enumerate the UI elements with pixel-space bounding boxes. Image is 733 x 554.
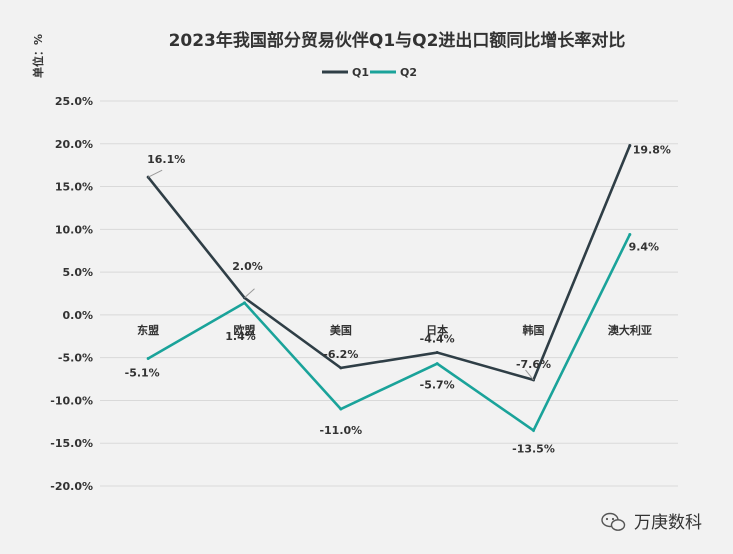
data-label: 16.1%: [147, 153, 185, 166]
x-category-label: 欧盟: [234, 323, 256, 337]
y-tick-label: 5.0%: [62, 266, 93, 279]
data-label: -5.1%: [125, 367, 160, 380]
label-leader-line: [525, 369, 534, 381]
label-leader-line: [147, 169, 163, 178]
data-labels: 16.1% 2.0% -6.2% -4.4% -7.6% 19.8% -5.1% 1.4% -1…: [125, 143, 671, 455]
x-category-label: 东盟: [137, 323, 159, 337]
legend-label: Q1: [352, 66, 369, 79]
data-point: [435, 351, 439, 355]
y-axis-label: 单位：%: [31, 34, 45, 78]
x-category-label: 澳大利亚: [608, 323, 652, 337]
y-tick-label: 0.0%: [62, 309, 93, 322]
wechat-icon: [601, 512, 626, 531]
data-point: [628, 143, 632, 147]
data-label: 1.4%: [225, 330, 256, 343]
x-category-label: 日本: [426, 323, 448, 337]
data-label: -13.5%: [512, 442, 555, 455]
data-label: -4.4%: [420, 333, 455, 346]
legend: Q1 Q2: [322, 66, 417, 79]
y-tick-label: -10.0%: [50, 394, 93, 407]
x-category-label: 韩国: [523, 323, 545, 337]
data-label: -5.7%: [420, 379, 455, 392]
data-label: -6.2%: [323, 348, 358, 361]
series-line-q1: [147, 144, 632, 382]
series-line-q2: [147, 233, 631, 433]
data-label: 19.8%: [633, 143, 671, 156]
data-label: -11.0%: [319, 424, 362, 437]
y-tick-label: 25.0%: [55, 95, 93, 108]
y-tick-label: -15.0%: [50, 437, 93, 450]
data-point: [339, 366, 343, 370]
y-tick-label: -20.0%: [50, 480, 93, 493]
data-label: -7.6%: [516, 358, 551, 371]
watermark-text: 万庚数科: [634, 513, 702, 533]
data-point: [243, 301, 246, 305]
series-group: [146, 143, 632, 433]
data-point: [435, 362, 439, 366]
data-point: [146, 357, 150, 361]
label-leader-line: [244, 288, 255, 299]
y-ticks: 25.0% 20.0% 15.0% 10.0% 5.0% 0.0% -5.0% -10.0% -…: [50, 95, 93, 493]
data-point: [628, 232, 632, 236]
y-tick-label: 10.0%: [55, 223, 93, 236]
watermark: 万庚数科: [601, 512, 702, 533]
grid: [100, 100, 678, 487]
data-label: 2.0%: [232, 260, 263, 273]
x-category-label: 美国: [330, 323, 352, 337]
y-tick-label: -5.0%: [58, 352, 93, 365]
data-point: [339, 407, 343, 411]
data-point: [532, 428, 535, 432]
chart-title: 2023年我国部分贸易伙伴Q1与Q2进出口额同比增长率对比: [169, 30, 626, 51]
legend-label: Q2: [400, 66, 417, 79]
x-categories: 东盟 欧盟 美国 日本 韩国 澳大利亚: [137, 323, 652, 337]
y-tick-label: 20.0%: [55, 138, 93, 151]
y-tick-label: 15.0%: [55, 181, 93, 194]
data-label: 9.4%: [629, 240, 660, 253]
